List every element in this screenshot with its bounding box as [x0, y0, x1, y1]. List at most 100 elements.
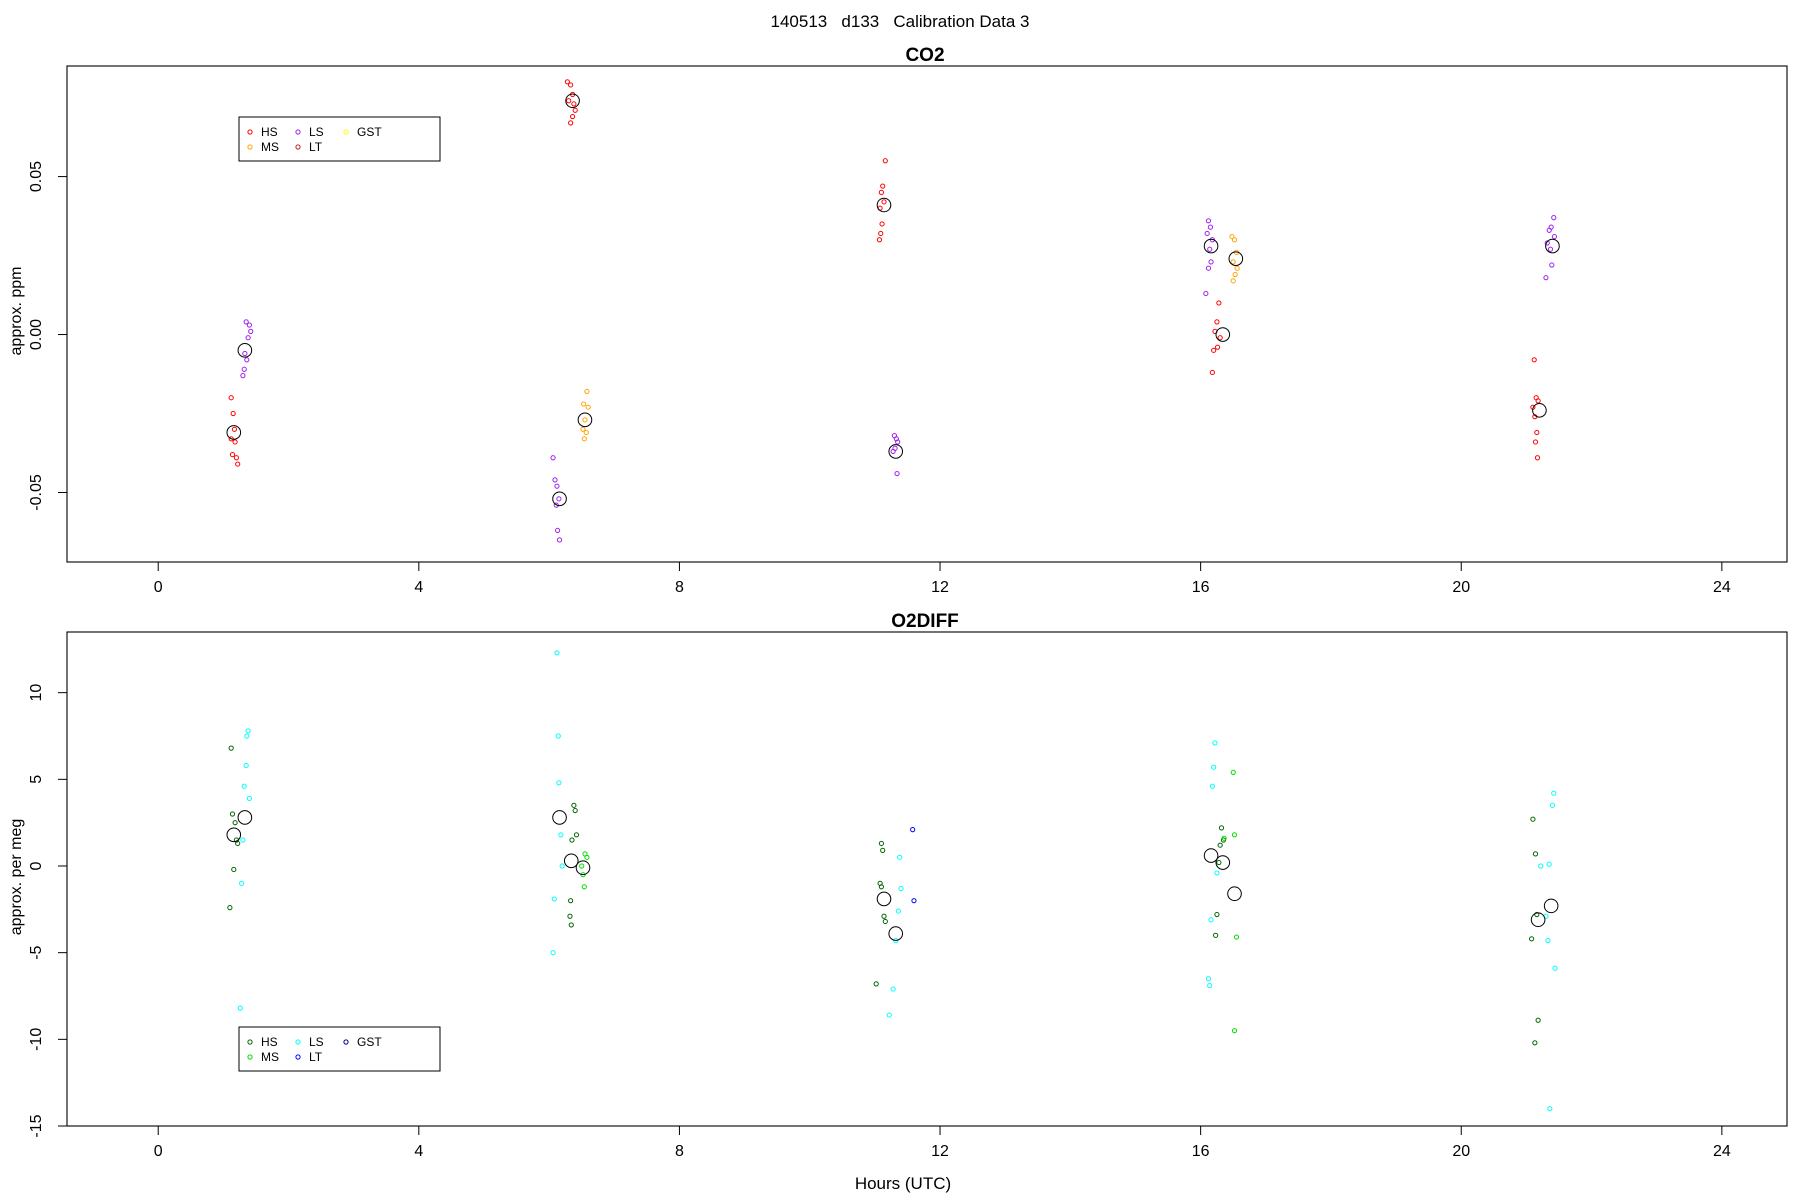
o2diff-data-point-ms [1221, 835, 1227, 841]
co2-mean-markers [226, 93, 1560, 507]
o2diff-mean-marker [563, 853, 579, 869]
o2diff-legend-label: GST [357, 1035, 382, 1049]
co2-data-point-ls [1205, 218, 1212, 224]
co2-mean-marker [1545, 238, 1560, 254]
o2diff-data-point-hs [1218, 825, 1225, 831]
o2diff-panel: O2DIFF approx. per meg Hours (UTC) 0 4 8 12… [8, 611, 1788, 1193]
o2diff-data-point-ls [1538, 863, 1544, 869]
co2-data-point-ls [890, 448, 896, 455]
co2-data-point-hs [572, 107, 578, 113]
co2-mean-marker [1215, 327, 1231, 342]
co2-data-point-hs [1217, 335, 1223, 341]
co2-data-point-hs [876, 237, 883, 243]
co2-data-point-ms [1231, 237, 1238, 243]
o2diff-legend-entry-hs: HS [247, 1035, 278, 1049]
co2-data-point-ms [580, 426, 586, 432]
o2diff-data-point-hs [878, 884, 884, 890]
o2diff-data-point-ls [895, 908, 901, 914]
co2-x-tick-label: 24 [1713, 579, 1731, 596]
co2-data-point-hs [1534, 455, 1541, 461]
co2-data-point-ms [1230, 278, 1236, 284]
co2-data-point-ms [581, 401, 587, 407]
co2-mean-marker [577, 412, 593, 428]
co2-data-point-ls [1544, 240, 1550, 246]
co2-data-point-ls [245, 335, 251, 341]
co2-legend-label: HS [261, 125, 278, 139]
co2-data-point-ls [1547, 246, 1554, 252]
co2-data-point-hs [1211, 347, 1217, 353]
o2diff-legend-swatch [247, 1054, 253, 1060]
o2diff-x-tick-label: 0 [154, 1143, 163, 1160]
co2-legend-entry-ms: MS [247, 140, 279, 154]
o2diff-data-point-hs [1217, 842, 1223, 848]
o2diff-legend-label: LT [309, 1050, 323, 1064]
o2diff-data-point-hs [229, 811, 236, 817]
o2diff-mean-marker [237, 810, 253, 825]
o2diff-data-point-ls [237, 1005, 243, 1011]
o2diff-data-point-ls [890, 986, 896, 992]
co2-mean-marker [226, 425, 242, 440]
co2-legend-entry-ls: LS [295, 125, 324, 139]
o2diff-data-point-hs [873, 981, 879, 987]
o2diff-data-point-ls [1209, 783, 1215, 789]
o2diff-data-point-ls [1547, 1106, 1553, 1112]
co2-data-point-ms [1232, 271, 1238, 278]
o2diff-y-tick-label: -15 [28, 1114, 45, 1137]
co2-legend-swatch [247, 129, 253, 135]
co2-data-point-ls [241, 366, 247, 372]
co2-data-point-hs [569, 113, 576, 120]
co2-y-tick-label: -0.05 [28, 474, 45, 511]
o2diff-data-point-ls [558, 832, 564, 838]
co2-data-point-ls [1203, 290, 1209, 297]
co2-data-point-ms [1230, 259, 1236, 265]
co2-y-tick-label: 0.05 [28, 161, 45, 192]
o2diff-data-point-hs [1530, 816, 1536, 822]
co2-data-point-ms [584, 388, 590, 395]
o2diff-mean-marker [1530, 912, 1546, 928]
o2diff-legend-swatch [295, 1039, 301, 1045]
co2-mean-marker [1532, 403, 1547, 418]
co2-legend-box [238, 116, 441, 162]
o2diff-data-point-ms [581, 884, 587, 890]
o2diff-series-ms [579, 769, 1240, 1034]
o2diff-series-ls [237, 650, 1558, 1112]
o2diff-data-point-hs [881, 913, 887, 919]
co2-data-point-ls [550, 455, 556, 461]
o2diff-data-point-ls [246, 795, 253, 802]
o2diff-data-point-hs [573, 832, 580, 838]
co2-data-point-hs [232, 439, 238, 445]
o2diff-series-hs [227, 745, 1541, 1046]
o2diff-data-point-ls [1545, 937, 1551, 944]
o2diff-data-point-ls [550, 950, 556, 956]
o2diff-x-tick-label: 16 [1192, 1143, 1210, 1160]
co2-legend-swatch [247, 144, 253, 150]
co2-data-point-ms [581, 436, 587, 442]
o2diff-data-point-ms [1230, 769, 1236, 776]
o2diff-data-point-hs [568, 922, 574, 928]
o2diff-data-point-hs [569, 837, 575, 843]
o2diff-data-point-ms [584, 854, 590, 860]
o2diff-y-tick-label: 10 [28, 684, 45, 702]
o2diff-data-point-hs [231, 866, 237, 873]
o2diff-x-tick-label: 24 [1713, 1143, 1731, 1160]
o2diff-data-point-ls [551, 896, 557, 902]
o2diff-data-point-ls [1208, 917, 1214, 923]
co2-y-tick-label: 0.00 [28, 319, 45, 350]
o2diff-mean-marker [888, 926, 904, 941]
co2-legend-entry-lt: LT [295, 140, 323, 154]
co2-legend-swatch [295, 129, 301, 135]
co2-mean-marker [552, 491, 567, 507]
o2diff-data-point-ls [1214, 870, 1220, 876]
co2-legend-entry-hs: HS [247, 125, 278, 139]
co2-x-tick-label: 20 [1452, 579, 1470, 596]
co2-mean-marker [888, 444, 904, 459]
co2-legend-entry-gst: GST [343, 125, 382, 139]
o2diff-x-tick-label: 4 [414, 1143, 423, 1160]
o2diff-legend-box [238, 1026, 441, 1072]
co2-y-axis: -0.05 0.00 0.05 [28, 161, 68, 511]
o2diff-data-point-ls [1211, 764, 1217, 770]
o2diff-data-point-ls [556, 780, 562, 786]
co2-data-point-ms [1229, 233, 1235, 240]
o2diff-legend-label: MS [261, 1050, 279, 1064]
co2-data-point-hs [230, 410, 236, 417]
